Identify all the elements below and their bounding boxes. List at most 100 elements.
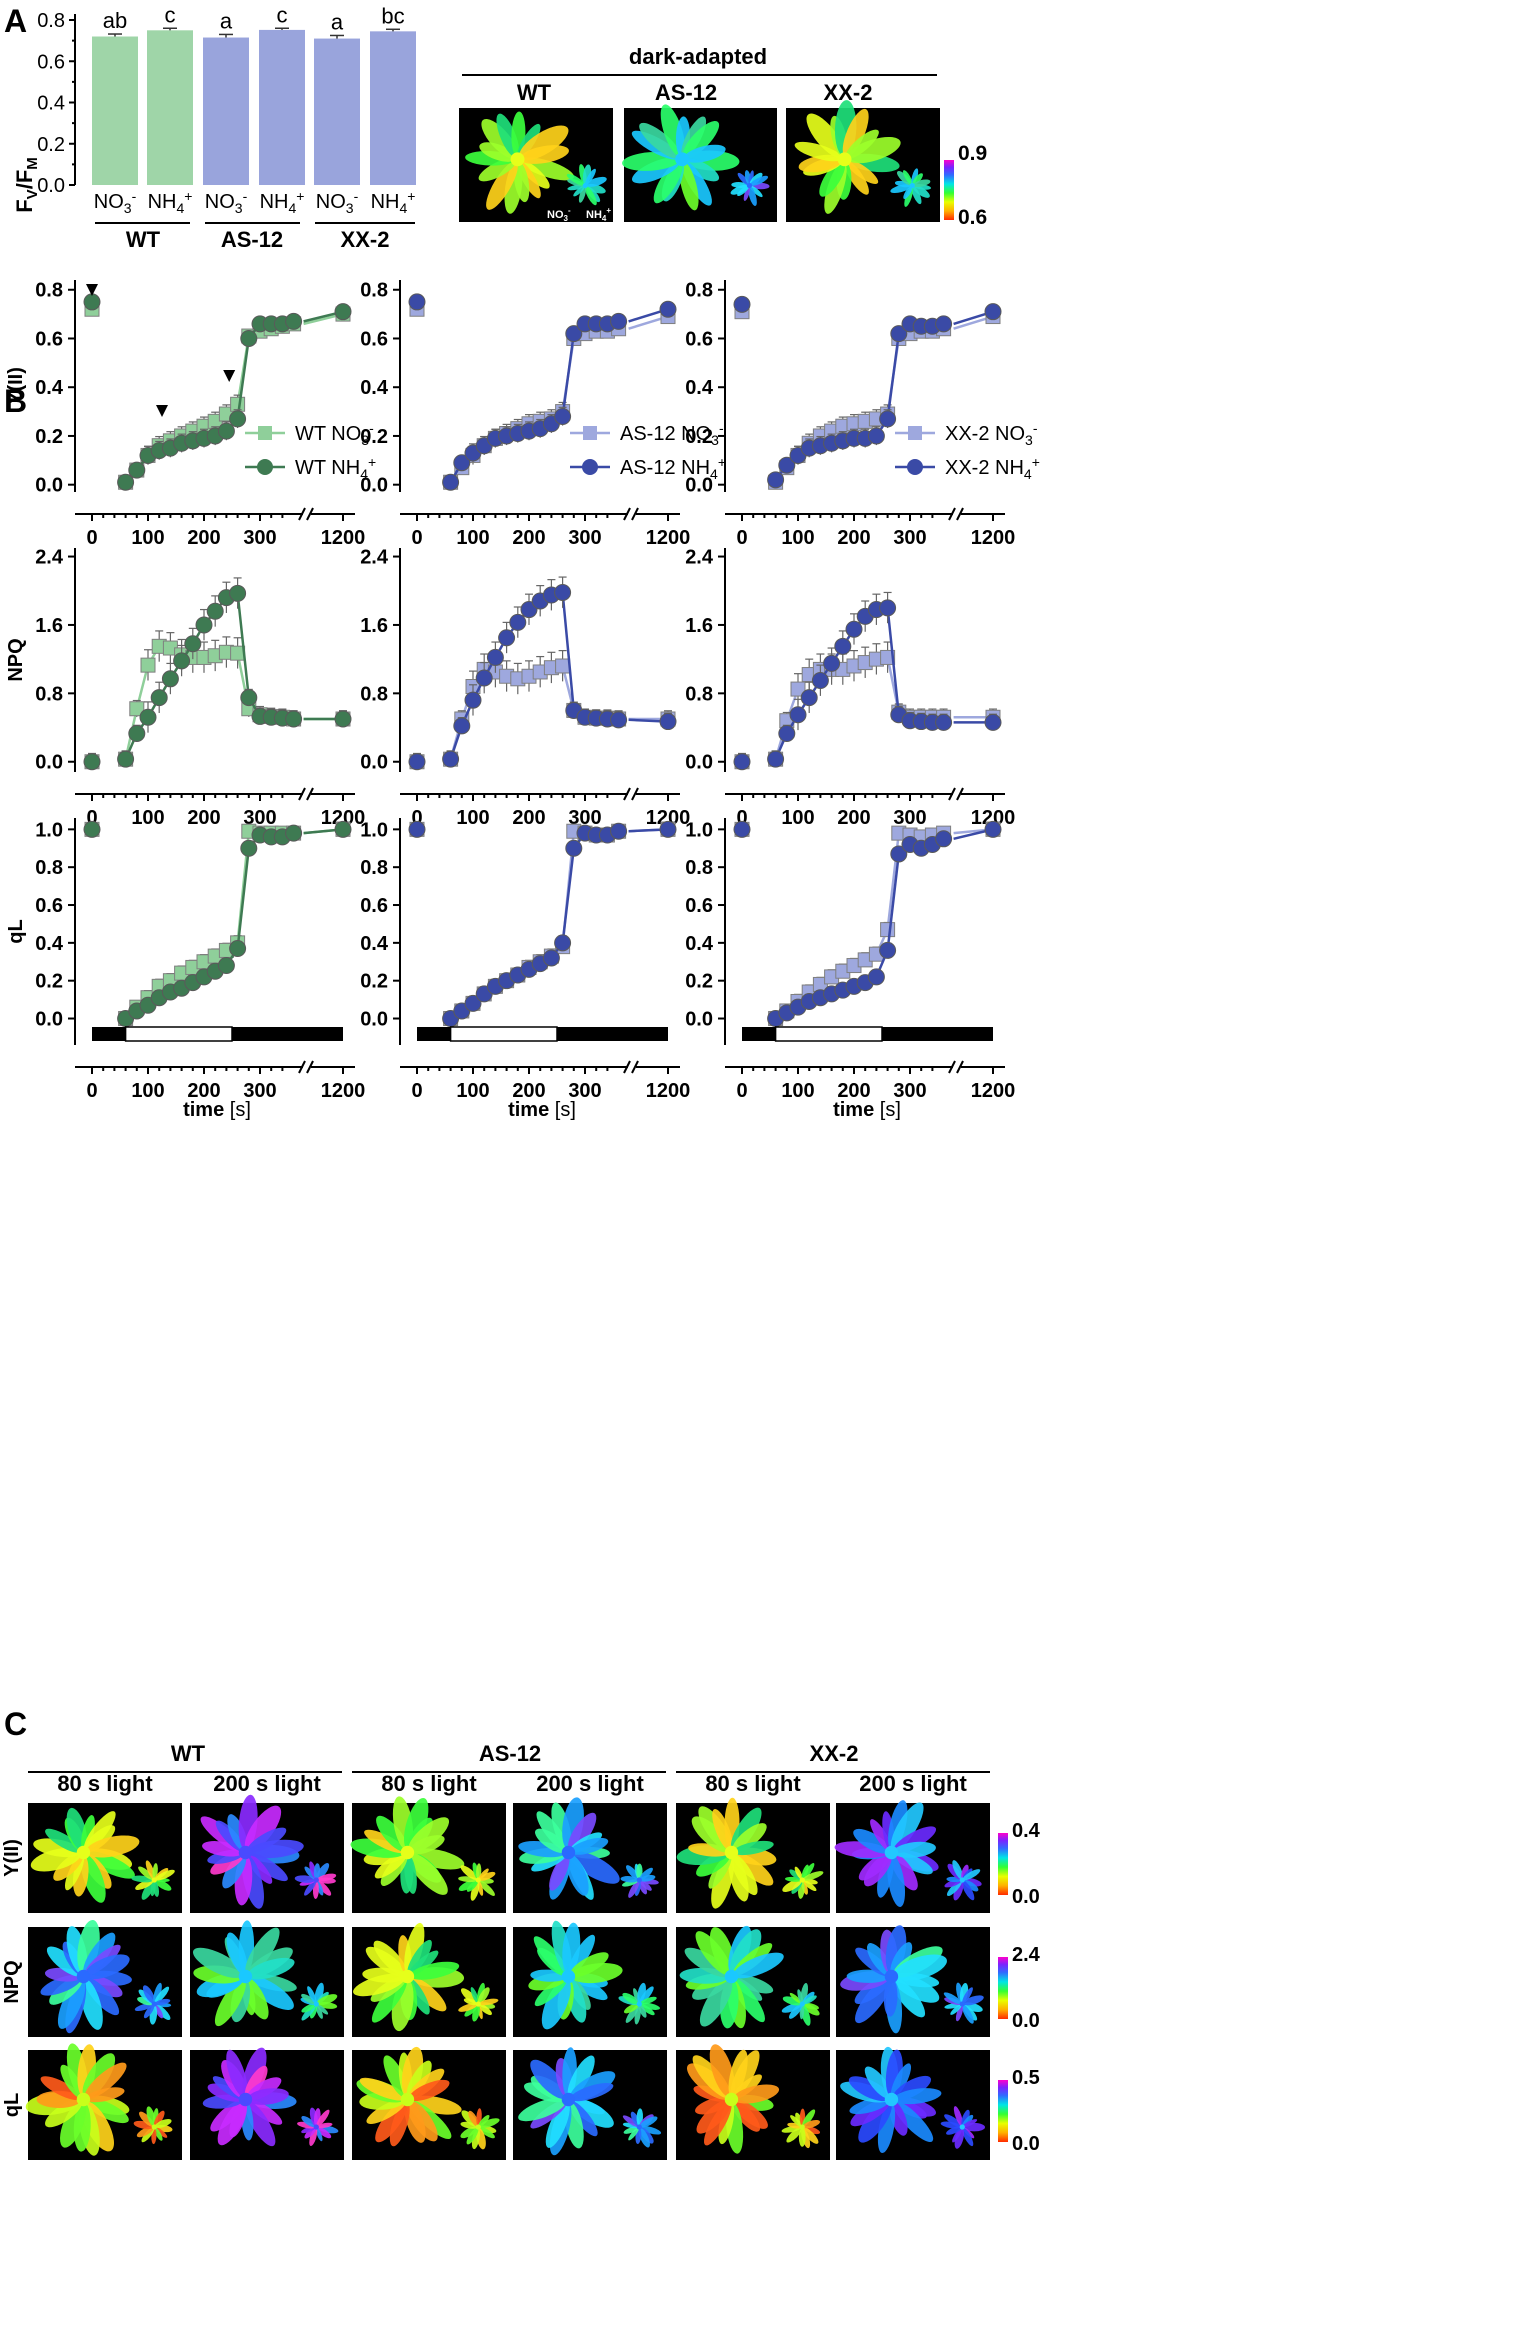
- small-plant-leaf: [953, 1880, 964, 1901]
- series-line-WT NH4+: [124, 591, 294, 760]
- y-tick-label: 0.0: [360, 475, 388, 497]
- small-plant-leaf: [944, 2114, 962, 2128]
- y-tick-label: 0.0: [360, 1009, 388, 1031]
- large-plant-leaf: [375, 2100, 408, 2143]
- small-plant-leaf: [786, 2127, 802, 2143]
- data-point-circle: [565, 325, 583, 343]
- axis-break-mark: [298, 507, 306, 521]
- small-plant-leaf: [585, 186, 597, 206]
- x-tick-label: 100: [456, 527, 489, 549]
- large-plant-center: [238, 2092, 253, 2107]
- dark-adapted-image-wt: [459, 108, 613, 222]
- large-plant-leaf: [733, 1952, 784, 1979]
- small-plant-center: [151, 2001, 157, 2007]
- data-point-circle: [206, 602, 224, 620]
- data-point-circle: [542, 949, 560, 967]
- group-label-wt: WT: [126, 227, 161, 252]
- small-plant-center: [799, 1877, 805, 1883]
- dark-adapted-title: dark-adapted: [629, 44, 767, 69]
- axis-break-mark: [298, 1060, 306, 1074]
- small-plant-leaf: [943, 1992, 962, 2005]
- large-plant-center: [675, 152, 690, 167]
- fvfm-y-tick-label: 0.8: [37, 10, 65, 32]
- image-NPQ-0: [28, 1919, 182, 2037]
- large-plant-leaf: [893, 2088, 942, 2105]
- x-tick-label: 200: [187, 527, 220, 549]
- large-plant-leaf: [545, 2101, 570, 2148]
- arrow-marker: [156, 405, 168, 417]
- panel-label-c: C: [4, 1706, 27, 1742]
- large-plant-leaf: [40, 2076, 82, 2101]
- x-tick-label: 200: [512, 1080, 545, 1102]
- data-point-circle: [659, 300, 677, 318]
- small-plant-leaf: [155, 1869, 175, 1881]
- legend-marker-square: [583, 426, 597, 440]
- y-tick-label: 1.6: [35, 615, 63, 637]
- large-plant-leaf: [248, 1839, 304, 1859]
- small-plant-leaf: [142, 1985, 155, 2004]
- small-plant-leaf: [789, 1992, 802, 2004]
- x-tick-label: 1200: [321, 527, 366, 549]
- small-plant-center: [582, 182, 588, 189]
- fvfm-y-tick-label: 0.6: [37, 51, 65, 73]
- x-tick-label: 0: [736, 807, 747, 829]
- small-plant-leaf: [802, 2109, 816, 2127]
- time-course-charts: 0.0 0.2 0.4 0.6 0.8 0 100 200 300 1200 Y(II) WT NO3…: [5, 280, 1040, 1121]
- chart-NPQ-1: 0.0 0.8 1.6 2.4 0 100 200 300 1200: [360, 547, 690, 829]
- large-plant-center: [884, 1969, 899, 1984]
- x-tick-label: 200: [512, 807, 545, 829]
- large-plant-leaf: [733, 1974, 774, 1994]
- data-point-circle: [128, 725, 146, 743]
- x-tick-label: 0: [86, 1080, 97, 1102]
- data-point-circle: [464, 994, 482, 1012]
- large-plant-leaf: [733, 1840, 774, 1856]
- small-plant-leaf: [803, 2119, 820, 2129]
- y-tick-label: 0.8: [35, 683, 63, 705]
- data-point-circle: [935, 315, 953, 333]
- axis-break-mark: [623, 507, 631, 521]
- panel-c-column-label: 200 s light: [536, 1771, 644, 1796]
- small-plant-leaf: [309, 2004, 318, 2019]
- y-tick-label: 0.8: [685, 683, 713, 705]
- chart-qL-0: 0.0 0.2 0.4 0.6 0.8 1.0 0 100 200 300 1200 qL time […: [5, 818, 365, 1121]
- fvfm-bar: [259, 29, 305, 186]
- panel-c-column-label: 80 s light: [381, 1771, 477, 1796]
- small-plant-center: [799, 2124, 805, 2130]
- data-point-circle: [610, 312, 628, 330]
- x-tick-label: 200: [187, 1080, 220, 1102]
- axis-break-mark: [623, 1060, 631, 1074]
- small-plant-leaf: [625, 2004, 640, 2023]
- data-point-circle: [834, 637, 852, 655]
- large-plant-leaf: [699, 1978, 733, 2027]
- fvfm-y-axis-label: FV/FM: [12, 157, 41, 213]
- colorbar-max-dark-adapted: 0.9: [958, 142, 987, 165]
- small-plant-leaf: [307, 1986, 317, 2004]
- chart-NPQ-0: 0.0 0.8 1.6 2.4 0 100 200 300 1200 NPQ: [5, 547, 365, 829]
- x-tick-label: 1200: [646, 1080, 691, 1102]
- large-plant-leaf: [683, 158, 720, 182]
- small-plant-leaf: [478, 2003, 492, 2016]
- small-plant-leaf: [628, 2127, 640, 2141]
- small-plant-leaf: [953, 2106, 963, 2127]
- small-plant-leaf: [962, 1987, 973, 2004]
- large-plant-leaf: [214, 1978, 246, 2027]
- data-point-square: [140, 657, 156, 673]
- small-plant-leaf: [470, 1987, 479, 2004]
- small-plant-leaf: [309, 2127, 318, 2147]
- panel-c-group-as12: AS-12: [479, 1741, 541, 1766]
- large-plant-leaf: [891, 1977, 926, 2018]
- axis-break-mark: [948, 1060, 956, 1074]
- large-plant-leaf: [858, 1852, 891, 1881]
- small-plant-leaf: [946, 1880, 962, 1897]
- small-plant-leaf: [903, 186, 913, 200]
- small-plant-leaf: [794, 1866, 803, 1880]
- data-point-circle: [778, 456, 796, 474]
- legend-label: WT NO3-: [295, 420, 374, 448]
- data-point-circle: [509, 613, 527, 631]
- small-plant-leaf: [913, 179, 931, 188]
- x-tick-label: 300: [568, 527, 601, 549]
- large-plant-leaf: [890, 1802, 924, 1851]
- significance-letter: c: [165, 2, 176, 27]
- large-plant-center: [724, 1845, 739, 1860]
- y-tick-label: 0.8: [35, 280, 63, 302]
